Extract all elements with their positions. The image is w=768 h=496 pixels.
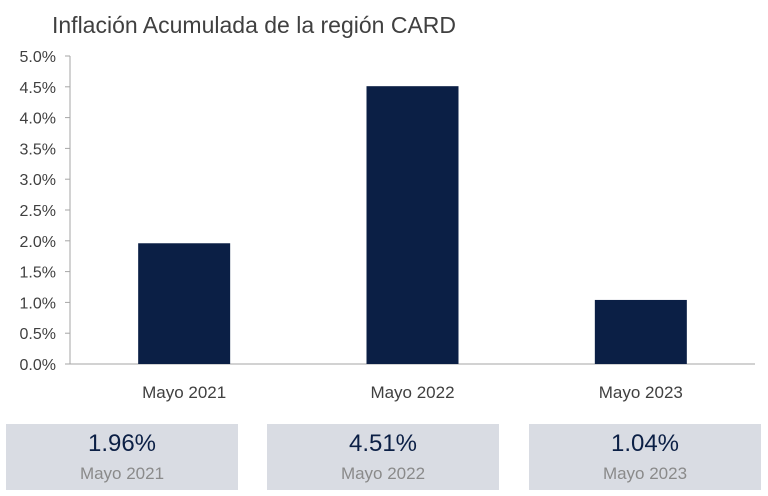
y-tick-label: 0.5% (20, 326, 56, 343)
bar (366, 86, 459, 365)
card-value: 1.04% (610, 430, 680, 457)
card-value: 4.51% (348, 430, 418, 457)
y-tick-label: 5.0% (20, 49, 56, 66)
x-tick-label: Mayo 2022 (370, 383, 454, 402)
card-label: Mayo 2022 (340, 464, 426, 483)
summary-card-2023: 1.04% Mayo 2023 (529, 424, 761, 490)
summary-card-2021: 1.96% Mayo 2021 (6, 424, 238, 490)
y-tick-label: 2.5% (20, 203, 56, 220)
y-tick-label: 2.0% (20, 234, 56, 251)
y-tick-label: 1.0% (20, 295, 56, 312)
y-tick-label: 4.0% (20, 111, 56, 128)
summary-card-2022: 4.51% Mayo 2022 (267, 424, 499, 490)
y-tick-label: 3.0% (20, 172, 56, 189)
y-tick-label: 3.5% (20, 141, 56, 158)
category-labels: Mayo 2021 Mayo 2022 Mayo 2023 (142, 383, 683, 402)
card-label: Mayo 2023 (602, 464, 688, 483)
y-tick-label: 4.5% (20, 80, 56, 97)
summary-cards: 1.96% Mayo 2021 4.51% Mayo 2022 1.04% Ma… (0, 424, 768, 490)
card-value: 1.96% (87, 430, 157, 457)
y-tick-label: 0.0% (20, 357, 56, 374)
y-tick-label: 1.5% (20, 265, 56, 282)
bar (138, 243, 231, 364)
card-label: Mayo 2021 (79, 464, 165, 483)
bars (138, 86, 687, 365)
bar (594, 299, 687, 364)
x-tick-label: Mayo 2021 (142, 383, 226, 402)
bar-chart: 0.0% 0.5% 1.0% 1.5% 2.0% 2.5% 3.0% 3.5% 4.0% 4.5%… (20, 49, 755, 402)
y-axis: 0.0% 0.5% 1.0% 1.5% 2.0% 2.5% 3.0% 3.5% 4.0% 4.5%… (20, 49, 71, 374)
x-tick-label: Mayo 2023 (599, 383, 683, 402)
chart-title: Inflación Acumulada de la región CARD (52, 12, 457, 38)
